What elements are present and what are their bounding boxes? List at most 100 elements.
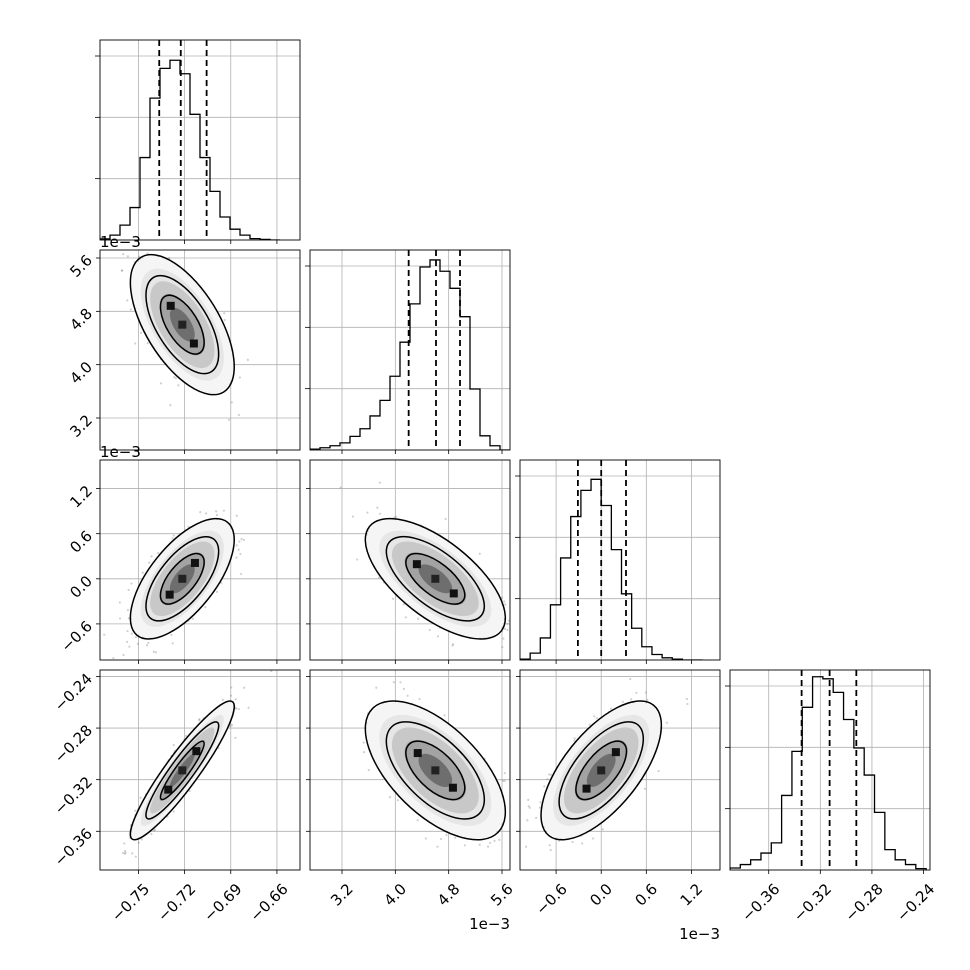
y-tick-label: −0.32	[51, 773, 96, 818]
scatter-point	[130, 582, 133, 585]
scatter-point	[548, 844, 551, 847]
scatter-point	[136, 642, 139, 645]
scatter-point	[140, 838, 143, 841]
scatter-point	[130, 632, 133, 635]
scatter-point	[188, 789, 191, 793]
scatter-point	[150, 832, 153, 836]
scatter-point	[571, 840, 574, 844]
scatter-point	[543, 785, 546, 788]
scatter-point	[526, 819, 529, 822]
scatter-point	[454, 836, 457, 839]
scatter-point	[148, 561, 151, 564]
scatter-point	[153, 829, 156, 832]
density-contour	[145, 535, 220, 622]
scatter-point	[351, 515, 355, 518]
hist-panel-4	[725, 669, 931, 874]
histogram-step	[310, 259, 510, 450]
x-tick-label: 0.0	[586, 880, 616, 910]
scatter-point	[486, 845, 490, 848]
scatter-point	[172, 743, 175, 747]
x-offset-label: 1e−3	[679, 925, 720, 943]
density-core	[164, 785, 173, 794]
scatter-content	[339, 481, 510, 660]
y-tick-label: −0.28	[51, 721, 96, 766]
scatter-point	[362, 751, 366, 754]
scatter-panel-1-2	[96, 243, 301, 454]
y-tick-label: 5.6	[66, 251, 96, 281]
scatter-point	[366, 511, 369, 514]
hist-panel-frame	[519, 459, 721, 661]
x-tick-label: −0.28	[841, 880, 886, 925]
x-tick-label: −0.69	[200, 880, 245, 925]
scatter-panel-frame	[519, 669, 721, 871]
scatter-point	[238, 376, 242, 379]
scatter-point	[394, 515, 398, 518]
scatter-point	[402, 603, 405, 606]
scatter-point	[392, 681, 395, 684]
density-core	[431, 574, 440, 583]
y-tick-label: −0.36	[51, 825, 96, 870]
scatter-point	[198, 718, 201, 722]
density-contour	[385, 721, 486, 820]
x-tick-label: 4.8	[434, 880, 464, 910]
scatter-point	[444, 517, 447, 521]
scatter-point	[227, 418, 231, 421]
density-contour	[129, 700, 235, 841]
scatter-point	[478, 552, 481, 555]
scatter-point	[593, 715, 596, 718]
x-tick-label: 3.2	[327, 880, 357, 910]
scatter-point	[235, 514, 238, 517]
scatter-point	[367, 768, 370, 772]
scatter-point	[635, 691, 638, 694]
scatter-point	[237, 548, 240, 551]
scatter-panel-3-4	[516, 669, 721, 874]
scatter-point	[643, 787, 646, 790]
scatter-point	[391, 597, 395, 600]
scatter-point	[243, 686, 246, 689]
scatter-point	[478, 843, 481, 846]
scatter-point	[416, 819, 419, 822]
scatter-point	[229, 725, 232, 728]
scatter-panel-frame	[309, 459, 511, 661]
density-contour	[405, 740, 466, 801]
scatter-panel-2-3	[306, 459, 511, 664]
scatter-point	[452, 643, 455, 646]
density-core	[412, 560, 421, 569]
scatter-content	[120, 243, 249, 421]
scatter-point	[230, 723, 234, 727]
scatter-point	[501, 646, 504, 649]
scatter-point	[234, 698, 237, 701]
scatter-point	[396, 799, 400, 802]
scatter-point	[502, 637, 505, 640]
x-tick-label: −0.36	[738, 880, 783, 925]
scatter-point	[199, 511, 202, 514]
density-contour	[159, 552, 205, 605]
density-contour	[159, 740, 205, 801]
scatter-panel-1-4	[96, 669, 301, 874]
scatter-point	[223, 318, 226, 322]
hist-panel-frame	[99, 39, 301, 241]
scatter-point	[141, 571, 144, 574]
scatter-point	[686, 702, 689, 706]
scatter-point	[170, 633, 173, 636]
scatter-point	[270, 670, 273, 673]
scatter-point	[172, 243, 174, 245]
scatter-point	[524, 845, 528, 848]
scatter-point	[234, 736, 237, 740]
scatter-point	[198, 718, 201, 721]
scatter-point	[229, 694, 233, 697]
histogram-step	[730, 676, 927, 870]
scatter-point	[503, 627, 507, 630]
scatter-point	[601, 828, 604, 831]
scatter-point	[436, 845, 439, 848]
scatter-point	[388, 796, 392, 799]
scatter-point	[498, 838, 501, 841]
scatter-point	[240, 537, 243, 541]
density-core	[448, 783, 457, 792]
scatter-point	[507, 619, 510, 622]
scatter-point	[375, 686, 378, 689]
scatter-content	[103, 509, 246, 660]
scatter-point	[126, 609, 130, 612]
scatter-point	[118, 601, 121, 604]
